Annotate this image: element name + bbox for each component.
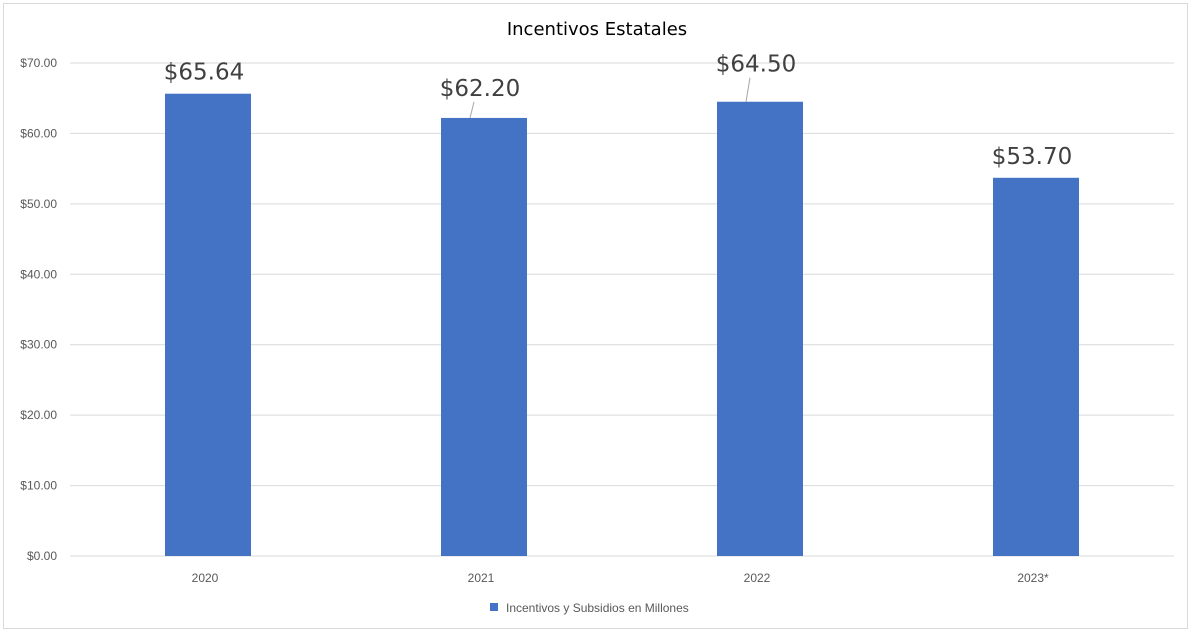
bar: [441, 117, 527, 556]
y-tick-label: $70.00: [20, 56, 57, 70]
bars: [165, 93, 1079, 557]
data-label-leader: [469, 101, 475, 119]
y-tick-label: $50.00: [20, 197, 57, 211]
x-axis: 2020 2021 2022 2023*: [192, 571, 1049, 585]
data-label-leader: [745, 77, 751, 102]
data-labels: $65.64 $62.20 $64.50 $53.70: [164, 52, 1072, 170]
x-tick-label: 2021: [468, 571, 495, 585]
y-tick-label: $40.00: [20, 267, 57, 281]
x-tick-label: 2022: [744, 571, 771, 585]
y-tick-label: $20.00: [20, 408, 57, 422]
data-label: $62.20: [440, 76, 520, 102]
gridlines: [70, 62, 1174, 557]
y-tick-label: $60.00: [20, 126, 57, 140]
legend-swatch: [490, 603, 498, 611]
data-label: $64.50: [716, 52, 796, 78]
x-tick-label: 2023*: [1017, 571, 1049, 585]
legend-label: Incentivos y Subsidios en Millones: [506, 601, 689, 615]
bar: [993, 177, 1079, 556]
bar: [165, 93, 251, 557]
bar: [717, 101, 803, 556]
y-tick-label: $0.00: [27, 549, 57, 563]
x-tick-label: 2020: [192, 571, 219, 585]
data-label: $53.70: [992, 144, 1072, 170]
legend: Incentivos y Subsidios en Millones: [490, 601, 689, 615]
y-tick-label: $10.00: [20, 479, 57, 493]
y-axis: $0.00 $10.00 $20.00 $30.00 $40.00 $50.00 $60.0…: [20, 56, 57, 563]
data-label: $65.64: [164, 60, 244, 86]
chart-title: Incentivos Estatales: [507, 19, 687, 40]
y-tick-label: $30.00: [20, 338, 57, 352]
